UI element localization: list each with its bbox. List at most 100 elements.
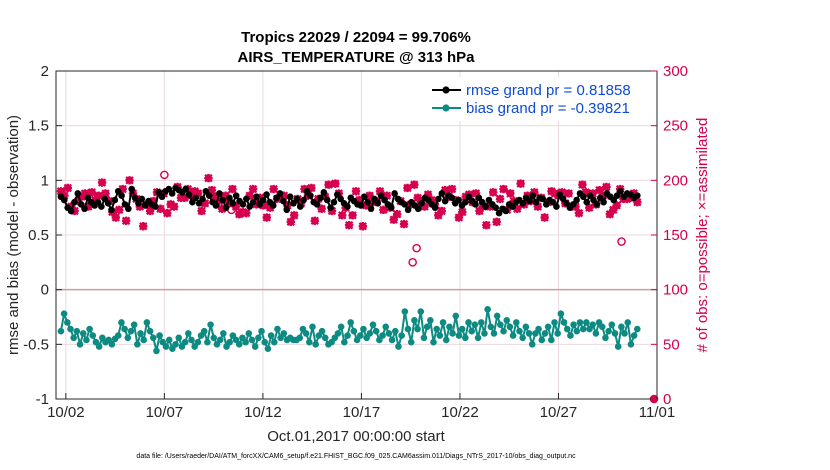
bias-point [251,343,259,350]
rmse-point [307,192,314,199]
bias-point [541,330,549,337]
rmse-point [526,197,533,205]
rmse-point [492,204,500,211]
rmse-point [435,195,442,203]
bias-point [567,332,574,339]
bias-point [385,330,393,337]
obs-assimilated-point [362,201,371,210]
rmse-point [502,207,510,215]
bias-point [512,319,520,326]
rmse-point [300,196,307,204]
obs-assimilated-point [399,219,409,229]
obs-assimilated-point [602,182,611,192]
bias-point [493,312,501,320]
obs-assimilated-point [612,201,621,210]
obs-assimilated-point [266,203,275,212]
obs-assimilated-point [471,189,481,198]
obs-assimilated-point [286,217,295,227]
rmse-point [269,202,277,209]
obs-assimilated-point [149,196,158,206]
obs-assimilated-point [482,220,491,230]
rmse-point [74,190,82,197]
bias-point [535,325,542,333]
bias-point [108,341,116,348]
rmse-point [111,196,119,204]
obs-assimilated-point [403,183,412,193]
bias-point [60,310,68,318]
obs-assimilated-point [67,202,76,211]
bias-point [442,336,450,344]
rmse-point [182,185,189,193]
obs-assimilated-point [581,188,591,197]
obs-assimilated-point [492,217,501,227]
bias-point [500,327,507,335]
left-tick-label: 0.5 [28,227,49,244]
bias-point [391,327,399,335]
rmse-point [232,192,240,199]
rmse-point [131,194,139,202]
rmse-point [360,193,368,201]
rmse-point [158,193,166,201]
x-tick-label: 10/27 [540,404,578,421]
rmse-point [81,205,88,213]
obs-assimilated-point [348,211,357,220]
x-axis-label: Oct.01,2017 00:00:00 start [267,428,445,445]
bias-point [554,330,561,337]
bias-point [127,327,135,335]
legend-bias-marker [442,104,450,112]
obs-assimilated-point [392,210,402,219]
bias-point [274,325,281,333]
rmse-point [283,206,291,214]
bias-point [420,334,428,342]
rmse-point [617,187,624,195]
rmse-point [263,191,270,198]
bias-point [337,323,345,331]
left-tick-label: 2 [41,63,49,80]
obs-assimilated-point [327,206,337,216]
bias-point [321,334,329,342]
obs-assimilated-point [290,211,299,220]
obs-assimilated-point [489,188,498,197]
bias-point [312,341,319,348]
rmse-point [330,198,338,206]
rmse-point [286,193,294,201]
bias-point [592,330,600,337]
obs-assimilated-point [73,196,83,206]
left-axis-ticks: -1 -0.5 0 0.5 1 1.5 2 [23,63,62,408]
obs-assimilated-point [495,194,505,204]
obs-assimilated-point [241,208,251,218]
obs-assimilated-point [200,199,210,208]
obs-assimilated-point [506,189,515,198]
obs-assimilated-point [156,204,165,213]
obs-assimilated-point [169,202,179,211]
bias-point [258,327,265,335]
rmse-point [253,193,260,201]
obs-assimilated-point [382,191,392,200]
obs-assimilated-point [375,187,385,196]
obs-assimilated-point [204,173,213,183]
bias-point [490,330,498,337]
bias-point [598,323,606,331]
rmse-point [455,196,462,204]
obs-assimilated-point [434,211,443,220]
bias-point [242,338,249,346]
rmse-point [280,197,287,205]
bias-point [465,319,472,326]
rmse-point [441,197,449,205]
rmse-point [293,195,301,203]
bias-point [130,321,138,328]
obs-assimilated-point [255,193,265,203]
chart-title-line1: Tropics 22029 / 22094 = 99.706% [241,29,471,46]
rmse-point [344,203,351,210]
rmse-point [414,205,422,213]
bias-point [627,341,635,348]
bias-point [57,327,65,335]
rmse-point [108,206,115,214]
obs-assimilated-point [413,193,422,203]
bias-point [83,336,90,344]
bias-point [245,330,253,337]
rmse-point [216,190,223,197]
obs-assimilated-point [458,207,467,217]
obs-assimilated-point [513,204,522,213]
right-axis-ticks: 0 50 100 150 200 250 300 [651,63,688,408]
